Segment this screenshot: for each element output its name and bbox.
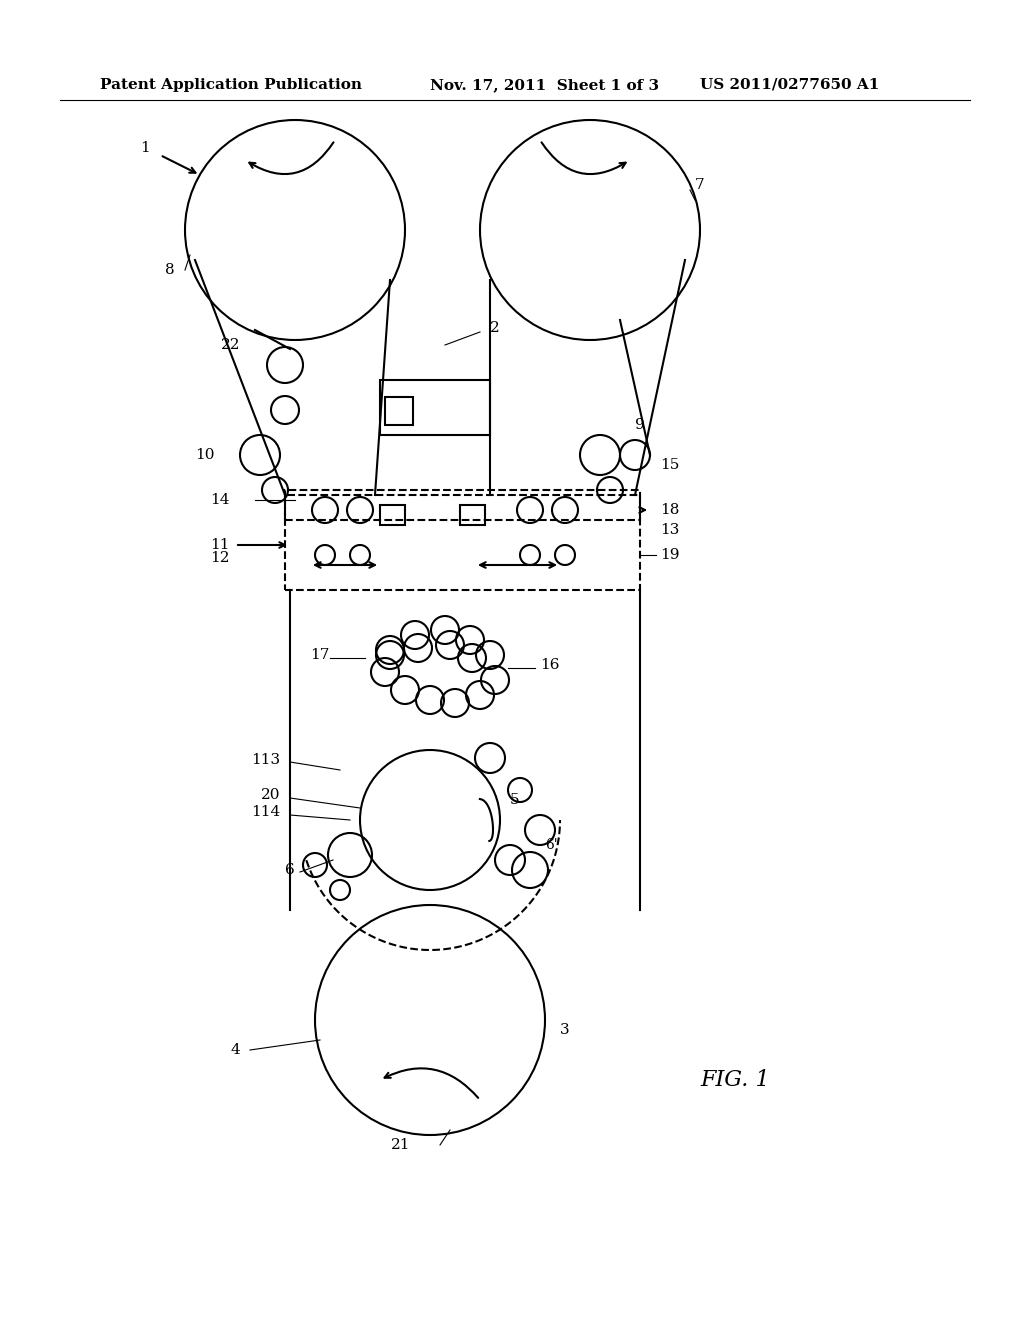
Text: 11: 11 — [211, 539, 230, 552]
Text: 5: 5 — [510, 793, 519, 807]
Text: 21: 21 — [390, 1138, 410, 1152]
Text: 13: 13 — [660, 523, 679, 537]
Text: 14: 14 — [211, 492, 230, 507]
Text: 4: 4 — [230, 1043, 240, 1057]
Text: 17: 17 — [310, 648, 330, 663]
Text: 15: 15 — [660, 458, 679, 473]
Text: Patent Application Publication: Patent Application Publication — [100, 78, 362, 92]
Text: 16: 16 — [540, 657, 559, 672]
Text: 3: 3 — [560, 1023, 569, 1038]
Text: 20: 20 — [260, 788, 280, 803]
Bar — [380, 380, 490, 436]
Text: 113: 113 — [251, 752, 280, 767]
Text: 2: 2 — [490, 321, 500, 335]
Text: 6': 6' — [545, 838, 558, 851]
Text: 6: 6 — [286, 863, 295, 876]
Text: 9: 9 — [635, 418, 645, 432]
Text: 12: 12 — [211, 550, 230, 565]
Text: 19: 19 — [660, 548, 680, 562]
Bar — [380, 506, 406, 525]
Text: 10: 10 — [196, 447, 215, 462]
Text: US 2011/0277650 A1: US 2011/0277650 A1 — [700, 78, 880, 92]
Bar — [460, 506, 485, 525]
Bar — [285, 490, 640, 520]
Text: 8: 8 — [165, 263, 175, 277]
Text: Nov. 17, 2011  Sheet 1 of 3: Nov. 17, 2011 Sheet 1 of 3 — [430, 78, 659, 92]
Text: 18: 18 — [660, 503, 679, 517]
Bar — [385, 397, 413, 425]
Text: 1: 1 — [140, 141, 150, 154]
Text: 114: 114 — [251, 805, 280, 818]
Bar — [285, 495, 640, 590]
Text: FIG. 1: FIG. 1 — [700, 1069, 770, 1092]
Text: 22: 22 — [220, 338, 240, 352]
Text: 7: 7 — [695, 178, 705, 191]
